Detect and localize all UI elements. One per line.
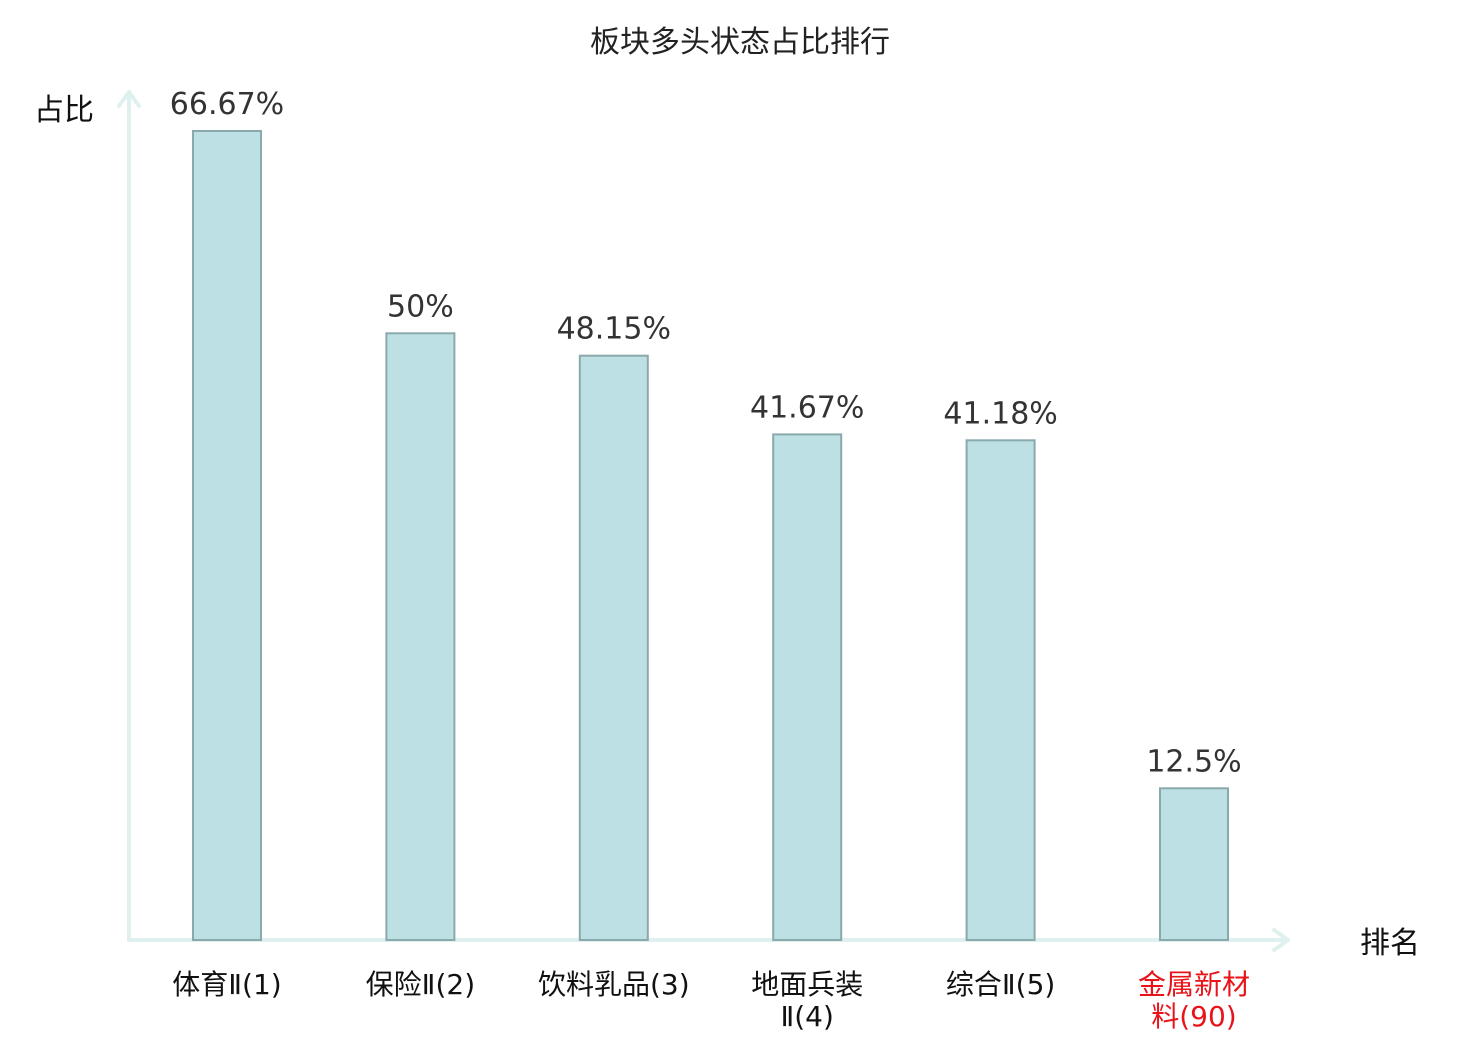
value-label-6: 12.5% [1146, 744, 1241, 779]
bar-1 [192, 130, 262, 941]
bar-2 [385, 332, 456, 941]
category-label-5: 综合Ⅱ(5) [946, 968, 1055, 1001]
bar-3 [578, 354, 649, 941]
value-labels-group: 66.67% 50% 48.15% 41.67% 41.18% 12.5% [170, 87, 1242, 779]
x-axis [127, 928, 1290, 952]
value-label-1: 66.67% [170, 87, 284, 122]
value-label-3: 48.15% [557, 312, 671, 347]
value-label-2: 50% [387, 289, 454, 324]
value-label-5: 41.18% [943, 396, 1057, 431]
category-label-3: 饮料乳品(3) [538, 968, 690, 1001]
value-label-4: 41.67% [750, 390, 864, 425]
bars-group [192, 130, 1229, 941]
bar-6 [1159, 787, 1229, 941]
y-axis-label: 占比 [34, 93, 94, 128]
category-label-4-line-1: 地面兵装 [751, 968, 863, 1001]
category-label-2: 保险Ⅱ(2) [366, 968, 475, 1001]
category-label-4-line-2: Ⅱ(4) [780, 1000, 833, 1033]
category-label-6-line-1: 金属新材 [1138, 968, 1250, 1001]
bar-4 [772, 433, 843, 941]
category-label-6-line-2: 料(90) [1151, 1000, 1236, 1033]
bar-5 [965, 439, 1036, 941]
chart-title: 板块多头状态占比排行 [590, 25, 890, 60]
y-axis [117, 90, 141, 942]
x-axis-label: 排名 [1360, 926, 1420, 961]
category-label-1: 体育Ⅱ(1) [172, 968, 281, 1001]
